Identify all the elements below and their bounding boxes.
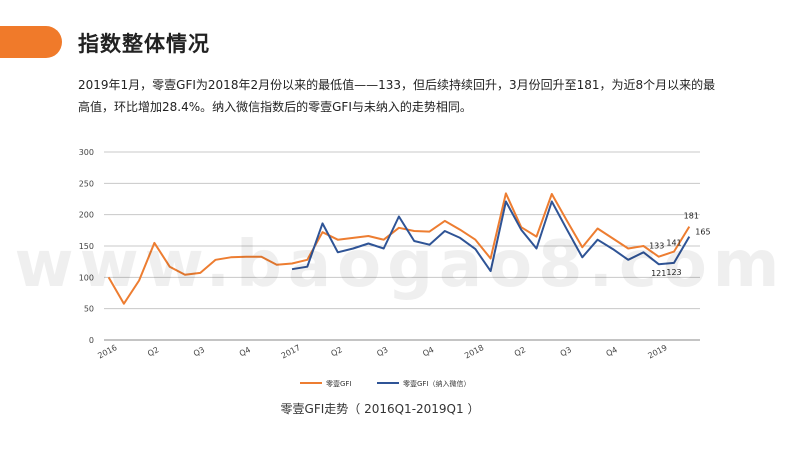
data-label: 123 [666,268,681,277]
x-tick-label: 2019 [646,343,668,361]
y-tick-label: 300 [79,148,94,157]
y-tick-label: 50 [84,305,94,314]
y-tick-label: 100 [79,273,94,282]
data-label: 165 [695,228,710,237]
x-tick-label: 2018 [463,343,485,361]
y-tick-label: 250 [79,179,94,188]
x-tick-label: Q4 [421,345,435,358]
series-line-gfi-wechat [291,200,691,273]
data-label: 133 [649,242,664,251]
x-tick-label: Q3 [375,345,389,358]
series-line-gfi [107,192,691,305]
legend-label-gfi: 零壹GFI [326,379,352,388]
y-tick-label: 0 [89,336,94,345]
x-tick-label: Q2 [146,345,160,358]
x-tick-label: Q2 [330,345,344,358]
y-tick-label: 150 [79,242,94,251]
title-accent-bar [0,26,62,58]
data-label: 121 [651,269,666,278]
chart-caption: 零壹GFI走势（ 2016Q1-2019Q1 ） [280,402,480,416]
data-label: 141 [666,239,681,248]
x-tick-label: Q3 [559,345,573,358]
intro-paragraph: 2019年1月，零壹GFI为2018年2月份以来的最低值——133，但后续持续回… [78,78,716,114]
x-tick-label: Q4 [238,345,252,358]
x-tick-label: 2017 [280,343,302,361]
data-label: 181 [684,212,699,221]
x-tick-label: Q4 [605,345,619,358]
page-title: 指数整体情况 [78,32,210,56]
x-tick-label: 2016 [96,343,118,361]
y-tick-label: 200 [79,211,94,220]
x-tick-label: Q3 [192,345,206,358]
watermark: www.baogao8.com [14,228,786,302]
legend-label-gfi-wechat: 零壹GFI（纳入微信） [403,379,471,388]
x-tick-label: Q2 [513,345,527,358]
